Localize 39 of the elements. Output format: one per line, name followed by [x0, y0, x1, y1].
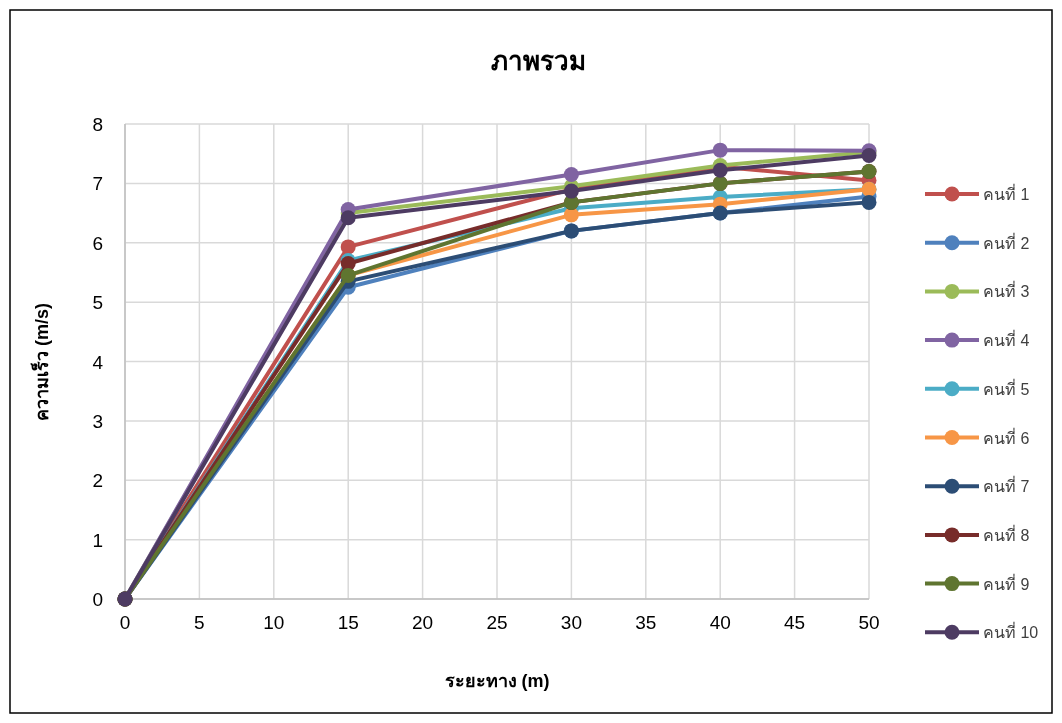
- point: [563, 207, 579, 223]
- legend-label: คนที่ 7: [983, 475, 1030, 496]
- y-tick-label: 8: [92, 114, 103, 135]
- point: [340, 239, 356, 255]
- point: [712, 142, 728, 158]
- point: [861, 194, 877, 210]
- x-tick-label: 35: [635, 612, 657, 633]
- y-tick-label: 3: [92, 410, 103, 432]
- y-tick-label: 0: [92, 589, 103, 610]
- legend-label: คนที่ 1: [983, 183, 1030, 203]
- x-tick-label: 20: [412, 612, 434, 633]
- y-tick-label: 1: [92, 529, 103, 551]
- x-tick-label: 10: [263, 612, 285, 633]
- x-axis-title: ระยะทาง (m): [444, 671, 550, 691]
- x-tick-label: 30: [560, 612, 582, 633]
- x-tick-label: 15: [337, 612, 359, 633]
- y-axis-title: ความเร็ว (m/s): [30, 302, 52, 422]
- x-tick-label: 50: [858, 612, 880, 633]
- point: [340, 210, 356, 226]
- legend-label: คนที่ 2: [983, 231, 1030, 252]
- x-tick-label: 0: [119, 612, 131, 633]
- legend-label: คนที่ 5: [983, 377, 1030, 398]
- legend-label: คนที่ 4: [983, 329, 1030, 350]
- x-tick-label: 45: [784, 612, 806, 633]
- y-tick-label: 7: [92, 173, 103, 195]
- y-tick-label: 5: [92, 292, 103, 314]
- legend-label: คนที่ 8: [983, 523, 1030, 544]
- legend-label: คนที่ 10: [983, 621, 1039, 642]
- legend-label: คนที่ 3: [983, 280, 1030, 301]
- point: [563, 166, 579, 182]
- x-tick-label: 5: [194, 612, 205, 633]
- x-tick-label: 40: [709, 612, 731, 633]
- chart-title: ภาพรวม: [490, 46, 586, 76]
- y-tick-label: 2: [92, 470, 103, 492]
- legend-label: คนที่ 9: [983, 572, 1030, 593]
- y-tick-label: 4: [92, 351, 104, 373]
- legend-label: คนที่ 6: [983, 426, 1030, 447]
- x-tick-label: 25: [486, 612, 508, 633]
- y-tick-label: 6: [92, 232, 103, 254]
